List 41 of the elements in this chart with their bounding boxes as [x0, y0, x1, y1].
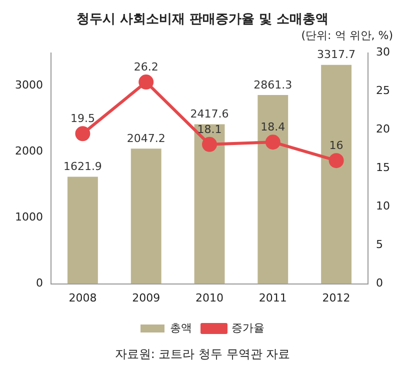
bar — [321, 64, 352, 284]
point — [138, 74, 154, 90]
y2-tick-label: 0 — [376, 276, 384, 290]
x-tick-label: 2011 — [258, 291, 287, 304]
y-tick-label: 0 — [36, 276, 43, 290]
x-tick-label: 2008 — [68, 291, 97, 304]
point — [265, 134, 280, 150]
data-label: 3317.7 — [317, 48, 356, 62]
y2-tick-label: 25 — [376, 84, 390, 98]
data-label: 18.1 — [197, 122, 222, 136]
x-tick-label: 2009 — [132, 291, 160, 304]
point — [328, 153, 344, 168]
y2-tick-label: 15 — [376, 161, 390, 174]
bar — [130, 148, 162, 284]
data-label: 1621.9 — [63, 160, 102, 174]
data-label: 18.4 — [260, 120, 286, 134]
x-tick-label: 2012 — [322, 291, 350, 304]
chart-subtitle: (단위: 억 위안, %) — [301, 29, 393, 42]
text: 자료원: 코트라 청두 무역관 자료 — [114, 346, 292, 363]
data-label: 26.2 — [134, 60, 158, 74]
data-label: 16 — [329, 138, 344, 152]
bar — [258, 94, 288, 284]
y2-tick-label: 10 — [376, 200, 390, 213]
data-label: 2047.2 — [126, 132, 166, 146]
point — [75, 126, 90, 142]
y-tick-label: 2000 — [14, 144, 43, 158]
legend-label: 증가율 — [232, 321, 264, 334]
y2-tick-label: 30 — [376, 46, 390, 59]
y2-tick-label: 20 — [376, 122, 390, 136]
y-tick-label: 1000 — [14, 210, 43, 224]
legend-label: 총액 — [170, 321, 192, 334]
data-label: 19.5 — [70, 112, 95, 126]
point — [202, 136, 217, 152]
y-tick-label: 3000 — [14, 78, 43, 92]
bar — [194, 124, 225, 284]
data-label: 2417.6 — [190, 108, 229, 121]
data-label: 2861.3 — [254, 78, 292, 92]
x-tick-label: 2010 — [196, 291, 224, 304]
y2-tick-label: 5 — [376, 238, 384, 252]
bar — [67, 176, 98, 284]
chart-title: 청두시 사회소비재 판매증가율 및 소매총액 — [76, 12, 329, 28]
